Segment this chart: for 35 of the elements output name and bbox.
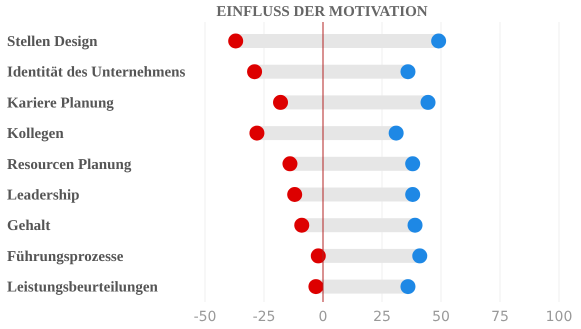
chart-title: EINFLUSS DER MOTIVATION bbox=[216, 4, 428, 20]
point bbox=[287, 187, 302, 202]
point bbox=[431, 34, 446, 48]
x-tick-label: 0 bbox=[318, 309, 328, 325]
x-tick-label: -25 bbox=[252, 309, 276, 325]
point bbox=[408, 218, 423, 233]
point bbox=[247, 64, 262, 80]
point bbox=[388, 126, 404, 141]
point bbox=[400, 64, 416, 80]
x-tick-label: 75 bbox=[491, 309, 509, 325]
point bbox=[400, 279, 416, 294]
x-tick-label: 50 bbox=[432, 309, 450, 325]
y-tick-label: Identität des Unternehmens bbox=[7, 64, 186, 81]
y-tick-label: Führungsprozesse bbox=[7, 248, 124, 265]
point bbox=[282, 156, 298, 172]
y-tick-label: Leadership bbox=[7, 188, 80, 204]
y-tick-label: Gehalt bbox=[7, 218, 50, 234]
y-tick-label: Stellen Design bbox=[7, 34, 98, 50]
y-tick-label: Kariere Planung bbox=[7, 95, 114, 112]
y-tick-label: Resourcen Planung bbox=[7, 156, 132, 173]
point bbox=[310, 248, 326, 264]
y-tick-label: Leistungsbeurteilungen bbox=[7, 280, 159, 296]
x-tick-label: -50 bbox=[194, 309, 216, 325]
point bbox=[405, 187, 420, 202]
point bbox=[412, 248, 428, 264]
point bbox=[405, 156, 420, 172]
point bbox=[228, 34, 244, 48]
point bbox=[294, 218, 310, 233]
point bbox=[308, 279, 324, 294]
point bbox=[273, 94, 288, 110]
x-tick-label: 25 bbox=[373, 309, 391, 325]
y-tick-label: Kollegen bbox=[7, 126, 64, 142]
point bbox=[420, 94, 436, 110]
point bbox=[249, 126, 264, 141]
x-tick-label: 100 bbox=[546, 309, 572, 325]
